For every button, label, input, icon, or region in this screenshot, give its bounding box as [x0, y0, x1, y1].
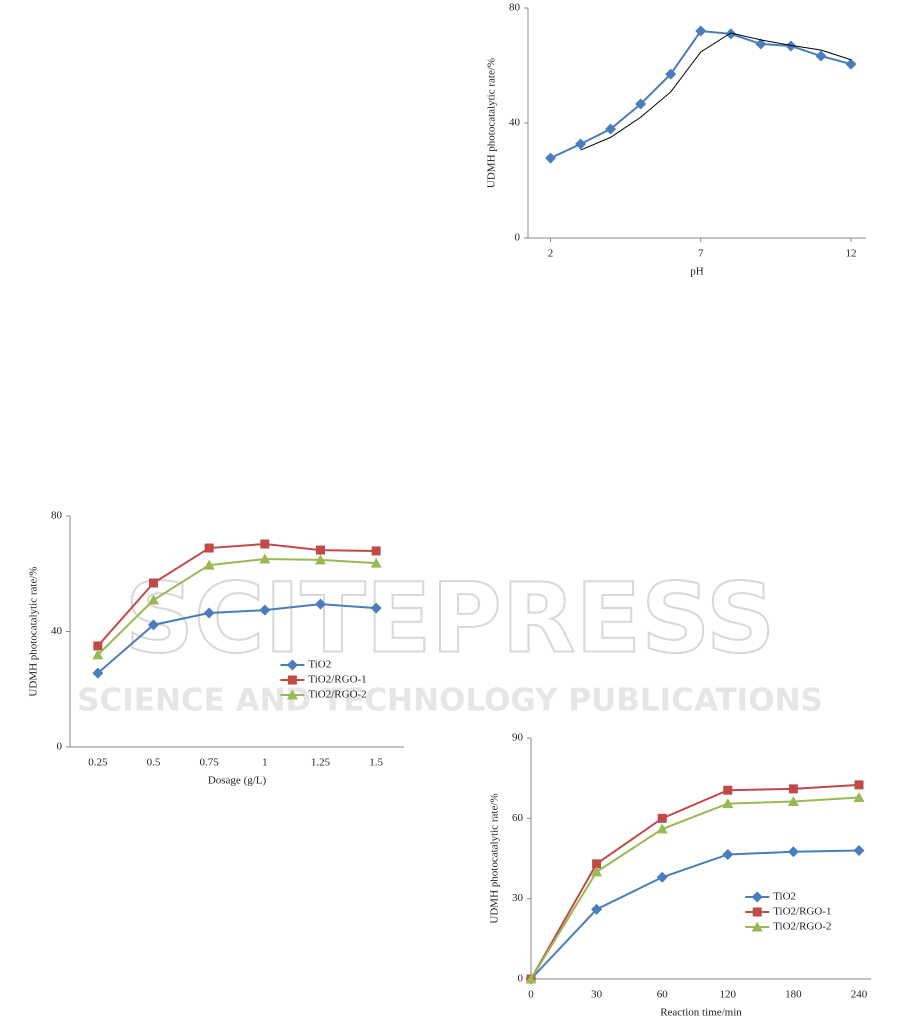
data-point	[260, 539, 270, 549]
data-point	[665, 68, 677, 80]
data-point	[592, 859, 602, 869]
y-axis-label: UDMH photocatalytic rate/%	[486, 58, 498, 188]
x-tick-label: 2	[548, 248, 554, 260]
y-tick-label: 30	[512, 892, 524, 904]
legend-marker	[752, 907, 762, 917]
data-point	[525, 973, 537, 984]
data-point	[605, 123, 617, 135]
series-line	[550, 29, 852, 159]
data-point	[315, 598, 326, 610]
legend-label: TiO2/RGO-2	[773, 921, 831, 933]
y-axis-label: UDMH photocatalytic rate/%	[489, 793, 501, 923]
data-point	[657, 813, 667, 823]
data-point	[545, 152, 557, 164]
y-tick-label: 90	[512, 732, 524, 744]
legend-label: TiO2/RGO-1	[308, 674, 366, 686]
legend-marker	[751, 891, 763, 903]
data-point	[371, 546, 381, 556]
data-point	[316, 545, 325, 555]
data-point	[785, 40, 797, 52]
x-tick-label: 0.75	[200, 757, 220, 769]
series-line	[530, 796, 860, 980]
data-point	[92, 667, 104, 679]
data-point	[853, 844, 865, 856]
data-point	[259, 604, 271, 616]
data-point	[591, 903, 603, 915]
data-point	[203, 607, 215, 619]
series-line	[530, 783, 860, 980]
y-tick-label: 40	[51, 625, 63, 637]
data-point	[815, 50, 827, 62]
y-axis-label: UDMH photocatalytic rate/%	[28, 566, 40, 696]
data-point	[787, 795, 799, 806]
data-point	[148, 619, 159, 631]
data-point	[656, 823, 668, 834]
data-point	[92, 649, 104, 660]
y-tick-label: 0	[518, 973, 524, 985]
y-tick-label: 80	[51, 510, 63, 522]
x-tick-label: 240	[851, 989, 868, 1001]
series-line	[580, 32, 852, 151]
x-axis-label: Reaction time/min	[660, 1007, 742, 1017]
x-tick-label: 30	[591, 989, 603, 1001]
x-axis-label: pH	[690, 266, 704, 278]
data-point	[204, 543, 214, 553]
data-point	[149, 578, 158, 588]
data-point	[722, 798, 734, 809]
data-point	[635, 98, 647, 110]
x-tick-label: 0	[528, 989, 534, 1001]
data-point	[723, 785, 733, 795]
x-tick-label: 1.5	[369, 757, 383, 769]
series-line	[97, 558, 377, 656]
legend-label: TiO2/RGO-1	[773, 906, 831, 918]
x-tick-label: 180	[785, 989, 802, 1001]
series-line	[530, 849, 860, 980]
data-point	[370, 602, 382, 614]
x-tick-label: 12	[845, 248, 856, 260]
data-point	[203, 559, 215, 570]
data-point	[845, 58, 857, 70]
x-tick-label: 1	[262, 757, 268, 769]
legend-marker	[286, 659, 298, 671]
legend-marker	[287, 675, 297, 685]
x-tick-label: 120	[720, 989, 737, 1001]
watermark-title: SCITEPRESS	[125, 562, 775, 674]
data-point	[93, 641, 103, 651]
data-point	[656, 871, 668, 883]
series-line	[97, 543, 377, 647]
data-point	[755, 38, 767, 50]
data-point	[725, 28, 737, 40]
legend-label: TiO2	[773, 891, 796, 903]
y-tick-label: 60	[512, 812, 524, 824]
data-point	[370, 557, 382, 568]
data-point	[575, 138, 587, 150]
x-axis-label: Dosage (g/L)	[208, 775, 267, 787]
data-point	[259, 553, 271, 564]
watermark-subtitle: SCIENCE AND TECHNOLOGY PUBLICATIONS	[77, 683, 823, 719]
y-tick-label: 40	[509, 117, 521, 129]
x-tick-label: 7	[698, 248, 704, 260]
data-point	[787, 846, 799, 858]
legend-label: TiO2	[308, 659, 331, 671]
y-tick-label: 0	[515, 232, 521, 244]
data-point	[148, 594, 159, 605]
data-point	[591, 866, 603, 877]
x-tick-label: 0.5	[147, 757, 161, 769]
data-point	[722, 848, 734, 860]
legend-label: TiO2/RGO-2	[308, 689, 366, 701]
data-point	[854, 780, 864, 790]
x-tick-label: 60	[657, 989, 669, 1001]
x-tick-label: 0.25	[88, 757, 108, 769]
y-tick-label: 0	[57, 741, 63, 753]
series-line	[97, 603, 377, 674]
data-point	[853, 791, 865, 802]
x-tick-label: 1.25	[311, 757, 331, 769]
data-point	[695, 25, 707, 37]
legend-marker	[751, 921, 763, 932]
y-tick-label: 80	[509, 2, 521, 14]
legend-marker	[286, 689, 298, 700]
data-point	[788, 784, 798, 794]
data-point	[315, 554, 326, 565]
